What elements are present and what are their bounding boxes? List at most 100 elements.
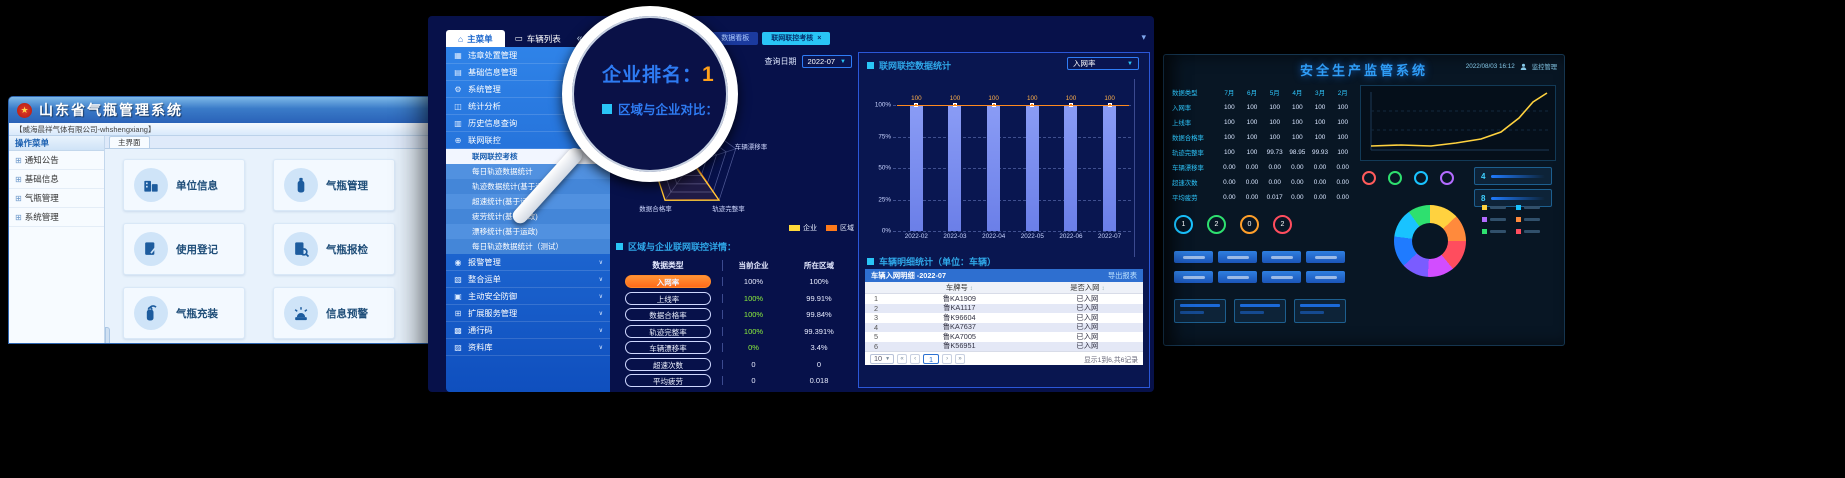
home-icon: ⌂: [458, 33, 464, 44]
table-row[interactable]: 4 鲁KA7637 已入网: [865, 322, 1143, 332]
menu-pass-code[interactable]: ▩ 通行码 ∨: [446, 322, 610, 339]
metric-button-data-qualified[interactable]: 数据合格率: [625, 308, 711, 322]
radar-axis-label: 数据合格率: [639, 206, 672, 214]
stat-ring: 2: [1273, 215, 1292, 234]
next-page-button[interactable]: ›: [942, 353, 953, 364]
sidebar-item-notices[interactable]: ⊞ 通知公告: [9, 151, 104, 170]
current-page-box[interactable]: 1: [923, 353, 940, 364]
tab-pill[interactable]: 数据看板: [712, 32, 759, 45]
stat-box: 4: [1474, 167, 1552, 185]
expand-icon: ⊞: [15, 175, 22, 184]
monthly-row: 入网率 100 100 100 100 100 100: [1172, 104, 1349, 112]
monthly-row: 车辆漂移率 0.00 0.00 0.00 0.00 0.00 0.00: [1172, 164, 1349, 172]
last-page-button[interactable]: »: [955, 353, 966, 364]
menu-alarm-mgmt[interactable]: ◉ 报警管理 ∨: [446, 254, 610, 271]
submenu-track-stats[interactable]: 轨迹数据统计(基于运政): [446, 179, 610, 194]
menu-library[interactable]: ▨ 资料库 ∨: [446, 339, 610, 356]
gridline: [893, 168, 1131, 169]
chevron-down-icon: ▼: [1127, 60, 1133, 67]
action-button[interactable]: [1262, 251, 1301, 263]
vehicle-network-table: 车辆入网明细 -2022-07 导出报表 车牌号 ↕ 是否入网 ↕ 1 鲁KA1909…: [865, 269, 1143, 365]
collapse-sidebar-icon[interactable]: «: [576, 33, 583, 44]
tile-cylinder-mgmt[interactable]: 气瓶管理: [273, 159, 395, 211]
datetime-label: 2022/08/03 16:12: [1465, 63, 1515, 70]
chevron-down-icon: ▼: [840, 58, 846, 65]
tab-main-menu[interactable]: ⌂ 主菜单: [446, 30, 505, 47]
status-ring: [1414, 171, 1428, 185]
user-bar: 2022/08/03 16:12 监控管理: [1466, 62, 1557, 71]
table-row[interactable]: 3 鲁K96604 已入网: [873, 312, 1099, 323]
sidebar-item-system-mgmt[interactable]: ⊞ 系统管理: [9, 208, 104, 227]
table-header-bar: 车辆入网明细 -2022-07 导出报表: [865, 269, 1143, 282]
compare-section-title: 区域与企业对比：: [602, 99, 728, 118]
tab-pill-active-network-assessment[interactable]: 联网联控考核 ×: [762, 32, 831, 45]
summary-boxes: [1174, 299, 1346, 323]
sidebar-item-cylinder-mgmt[interactable]: ⊞ 气瓶管理: [9, 189, 104, 208]
menu-waybill[interactable]: ▧ 整合运单 ∨: [446, 271, 610, 288]
tile-unit-info[interactable]: 单位信息: [123, 159, 245, 211]
tile-info-alert[interactable]: 信息预警: [273, 287, 395, 339]
table-row[interactable]: 6 鲁K56951 已入网: [865, 341, 1143, 351]
section-bullet-icon: [602, 103, 612, 114]
gridline: [893, 136, 1131, 138]
bar-2022-05: 100 2022-05: [1020, 95, 1044, 240]
metric-button-online-rate[interactable]: 上线率: [625, 291, 711, 305]
first-page-button[interactable]: «: [897, 353, 908, 364]
truck-icon: ▭: [514, 33, 523, 43]
national-emblem-icon: ★: [17, 102, 32, 118]
tab-vehicle-list[interactable]: ▭ 车辆列表: [514, 33, 561, 44]
stat-ring: 0: [1240, 215, 1259, 234]
close-tab-icon[interactable]: ×: [817, 35, 822, 42]
submenu-daily-track-test[interactable]: 每日轨迹数据统计（测试）: [446, 239, 610, 254]
buildings-icon: [134, 168, 168, 202]
action-button[interactable]: [1306, 251, 1345, 263]
tile-cylinder-filling[interactable]: 气瓶充装: [123, 287, 245, 339]
tile-cylinder-inspection[interactable]: 气瓶报检: [273, 223, 395, 275]
status-ring: [1440, 171, 1454, 185]
action-button[interactable]: [1306, 271, 1345, 283]
metric-select[interactable]: 入网率 ▼: [1067, 57, 1139, 70]
extinguisher-icon: [134, 296, 168, 330]
bar-2022-03: 100 2022-03: [943, 95, 967, 240]
monthly-row: 数据合格率 100 100 100 100 100 100: [1172, 134, 1349, 142]
safety-dashboard-title: 安全生产监管系统: [1299, 63, 1428, 78]
sort-icon[interactable]: ↕: [1101, 285, 1105, 292]
col-network-status[interactable]: 是否入网 ↕: [1070, 282, 1105, 292]
action-button[interactable]: [1174, 251, 1213, 263]
services-icon: ⊞: [454, 308, 462, 318]
col-current-enterprise: 当前企业: [722, 259, 784, 271]
action-button[interactable]: [1174, 271, 1213, 283]
metric-button-drift-rate[interactable]: 车辆漂移率: [625, 341, 711, 355]
submenu-drift-stats[interactable]: 漂移统计(基于运政): [446, 224, 610, 239]
query-date-select[interactable]: 2022-07 ▼: [801, 55, 852, 68]
tile-usage-registration[interactable]: 使用登记: [123, 223, 245, 275]
tab-main-screen[interactable]: 主界面: [109, 136, 150, 148]
table-row[interactable]: 5 鲁KA7005 已入网: [873, 331, 1099, 342]
metric-button-speeding-count[interactable]: 超速次数: [625, 357, 711, 371]
sidebar-item-basic-info[interactable]: ⊞ 基础信息: [9, 170, 104, 189]
menu-active-safety[interactable]: 主动安全防御▣主动安全防御∨: [446, 288, 610, 305]
metric-button-track-complete[interactable]: 轨迹完整率: [625, 324, 711, 338]
tab-overflow-icon[interactable]: ▾: [1141, 32, 1146, 42]
document-magnifier-icon: [284, 232, 318, 266]
page-size-select[interactable]: 10 ▼: [870, 353, 895, 364]
export-report-link[interactable]: 导出报表: [1107, 270, 1137, 280]
menu-extended-services[interactable]: ⊞ 扩展服务管理 ∨: [446, 305, 610, 322]
action-button[interactable]: [1262, 271, 1301, 283]
col-plate-number[interactable]: 车牌号 ↕: [945, 282, 973, 292]
submenu-daily-track-stats[interactable]: 每日轨迹数据统计: [446, 164, 610, 179]
metric-button-network-rate[interactable]: 入网率: [625, 275, 711, 289]
username-label[interactable]: 监控管理: [1531, 64, 1557, 71]
table-row[interactable]: 1 鲁KA1909 已入网: [873, 293, 1099, 304]
document-pen-icon: [134, 232, 168, 266]
action-button[interactable]: [1218, 251, 1257, 263]
magnifier-circle: 企业排名：1 区域与企业对比：: [562, 6, 738, 182]
metric-button-avg-fatigue[interactable]: 平均疲劳: [625, 374, 711, 388]
table-row[interactable]: 2 鲁KA1117 已入网: [865, 303, 1143, 313]
sort-icon[interactable]: ↕: [969, 285, 973, 292]
sidebar-collapse-handle[interactable]: [105, 327, 110, 343]
rank-value: 1: [702, 63, 715, 86]
sidebar-header: 操作菜单: [9, 136, 104, 151]
action-button[interactable]: [1218, 271, 1257, 283]
prev-page-button[interactable]: ‹: [910, 353, 921, 364]
